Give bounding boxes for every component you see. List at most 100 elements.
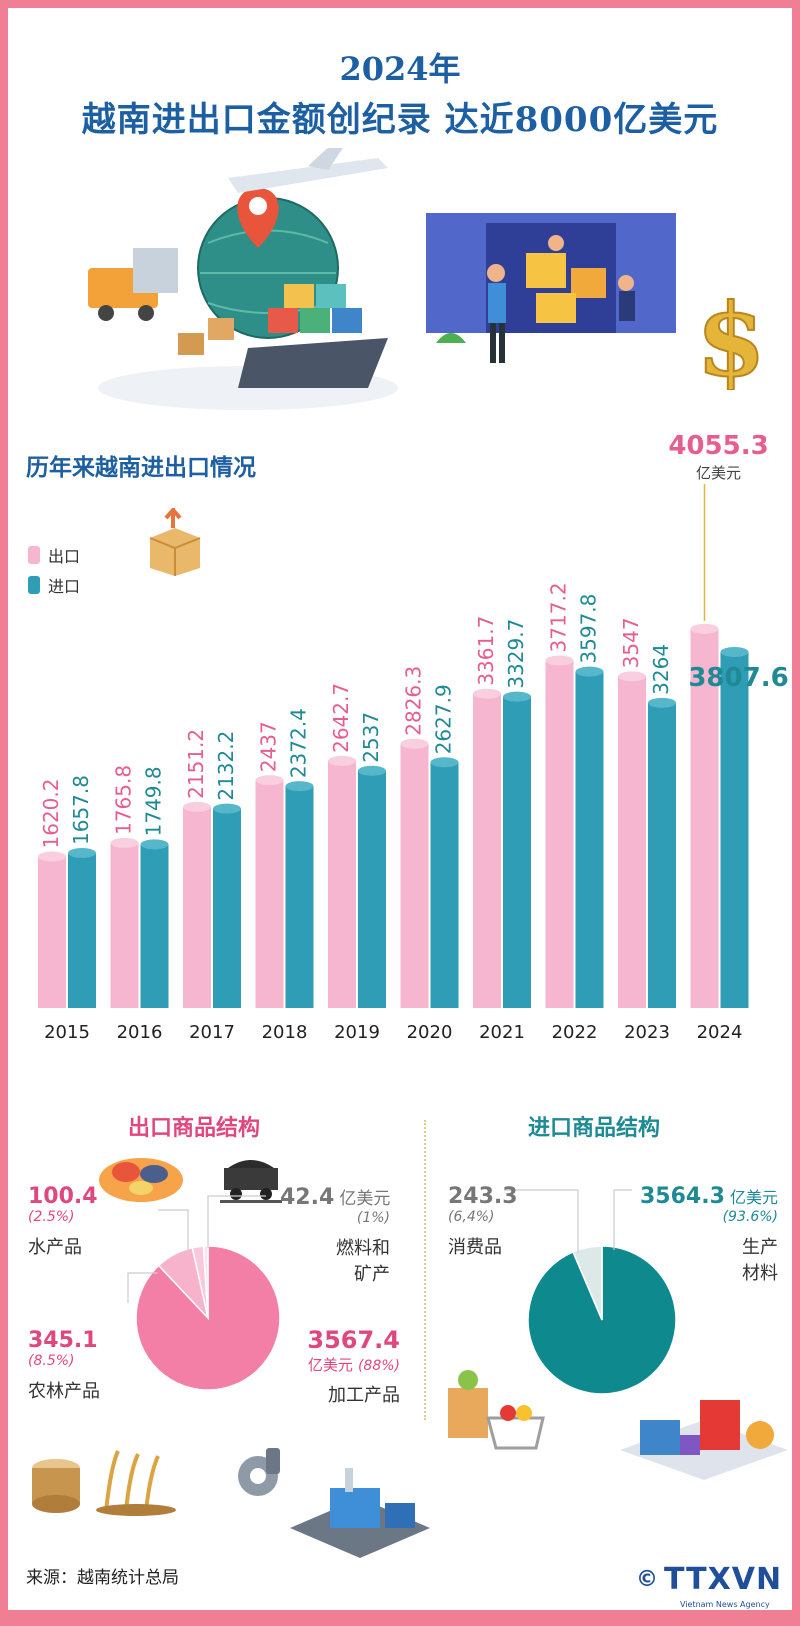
production-unit: 亿美元 bbox=[729, 1188, 778, 1207]
import-structure-title: 进口商品结构 bbox=[528, 1116, 661, 1141]
import-item-consumer: 243.3 (6,4%) 消费品 bbox=[448, 1184, 518, 1259]
fuel-value: 42.4 bbox=[280, 1185, 335, 1210]
export-item-seafood: 100.4 (2.5%) 水产品 bbox=[28, 1184, 98, 1259]
bar-cap-export-2021 bbox=[473, 688, 501, 699]
x-tick-label-2021: 2021 bbox=[479, 1022, 525, 1043]
logo-text: TTXVN bbox=[664, 1562, 783, 1597]
bar-export-2018 bbox=[255, 780, 284, 1008]
bar-export-2016 bbox=[110, 842, 139, 1008]
value-label-import-2023: 3264 bbox=[649, 644, 673, 695]
bar-cap-export-2022 bbox=[545, 655, 574, 666]
x-tick-label-2024: 2024 bbox=[697, 1022, 743, 1043]
legend-label-export: 出口 bbox=[48, 547, 81, 566]
value-label-export-2019: 2642.7 bbox=[329, 683, 353, 753]
svg-text:$: $ bbox=[696, 281, 766, 390]
bar-import-2022 bbox=[575, 671, 604, 1008]
legend: 出口 进口 bbox=[28, 540, 80, 600]
legend-swatch-export bbox=[28, 546, 40, 564]
x-tick-label-2019: 2019 bbox=[334, 1022, 380, 1043]
seafood-label: 水产品 bbox=[28, 1237, 82, 1258]
x-tick-label-2018: 2018 bbox=[262, 1022, 308, 1043]
value-label-export-2020: 2826.3 bbox=[402, 666, 426, 736]
bar-cap-import-2019 bbox=[358, 765, 386, 776]
logo-subtitle: Vietnam News Agency bbox=[680, 1600, 770, 1609]
bar-import-2017 bbox=[213, 808, 241, 1008]
consumer-label: 消费品 bbox=[448, 1237, 502, 1258]
bar-import-2023 bbox=[648, 702, 676, 1008]
x-tick-label-2023: 2023 bbox=[624, 1022, 670, 1043]
bar-cap-import-2021 bbox=[503, 691, 531, 702]
infographic-card: 2024年 越南进出口金额创纪录 达近8000亿美元 bbox=[8, 8, 792, 1610]
x-tick-label-2020: 2020 bbox=[407, 1022, 453, 1043]
value-label-export-2021: 3361.7 bbox=[474, 616, 498, 686]
bar-export-2021 bbox=[473, 693, 501, 1008]
wood-grain-icon bbox=[32, 1450, 176, 1516]
bar-import-2024 bbox=[720, 651, 749, 1008]
coal-cart-icon bbox=[220, 1160, 282, 1203]
brand-watermark: infographics.vn bbox=[14, 1588, 163, 1608]
value-label-export-2015: 1620.2 bbox=[39, 779, 63, 849]
value-label-import-2022: 3597.8 bbox=[577, 594, 601, 664]
processed-value: 3567.4 bbox=[307, 1326, 400, 1354]
processed-label: 加工产品 bbox=[328, 1385, 400, 1406]
logistics-illustration bbox=[88, 148, 398, 410]
value-label-import-2016: 1749.8 bbox=[142, 766, 166, 836]
production-pct: (93.6%) bbox=[722, 1209, 778, 1225]
leader-production bbox=[613, 1189, 632, 1250]
brand-text: infographics.vn bbox=[14, 1588, 163, 1608]
ttxvn-logo: © TTXVN bbox=[636, 1562, 782, 1597]
bar-cap-import-2016 bbox=[140, 839, 169, 850]
value-label-import-2024: 3807.6 bbox=[688, 663, 788, 693]
agri-label: 农林产品 bbox=[28, 1381, 100, 1402]
value-label-import-2017: 2132.2 bbox=[214, 731, 238, 801]
export-item-agri: 345.1 (8.5%) 农林产品 bbox=[28, 1328, 100, 1403]
import-pie-chart bbox=[504, 1189, 677, 1395]
gear-piston-icon bbox=[238, 1448, 280, 1496]
seafood-pct: (2.5%) bbox=[28, 1209, 75, 1225]
consumer-pct: (6,4%) bbox=[448, 1209, 495, 1225]
processed-unit: 亿美元 bbox=[307, 1356, 353, 1374]
value-label-export-2017: 2151.2 bbox=[184, 729, 208, 799]
leader-seafood bbox=[158, 1209, 189, 1253]
bar-export-2023 bbox=[618, 676, 646, 1008]
production-value: 3564.3 bbox=[639, 1184, 725, 1209]
value-label-import-2019: 2537 bbox=[359, 712, 383, 763]
x-tick-label-2015: 2015 bbox=[44, 1022, 90, 1043]
x-tick-label-2022: 2022 bbox=[552, 1022, 598, 1043]
bar-import-2016 bbox=[140, 844, 169, 1008]
page-title: 越南进出口金额创纪录 达近8000亿美元 bbox=[81, 100, 719, 140]
bar-cap-export-2017 bbox=[183, 801, 211, 812]
bar-cap-import-2015 bbox=[68, 847, 96, 858]
bar-cap-export-2024 bbox=[690, 623, 719, 634]
seafood-icon bbox=[99, 1158, 183, 1202]
bar-cap-import-2017 bbox=[213, 803, 241, 814]
legend-item-import: 进口 bbox=[28, 570, 80, 600]
title-year: 2024年 bbox=[339, 50, 461, 88]
bar-cap-import-2022 bbox=[575, 666, 604, 677]
processed-pct: (88%) bbox=[357, 1358, 400, 1374]
x-tick-label-2017: 2017 bbox=[189, 1022, 235, 1043]
source-note: 来源：越南统计总局 bbox=[26, 1568, 179, 1588]
bar-import-2018 bbox=[285, 786, 314, 1008]
import-item-production: 3564.3 亿美元 (93.6%) 生产 材料 bbox=[628, 1184, 778, 1285]
dollar-sign-icon: $ bbox=[696, 280, 766, 390]
leader-consumer bbox=[504, 1189, 579, 1253]
bar-cap-export-2019 bbox=[328, 755, 356, 766]
value-label-import-2015: 1657.8 bbox=[69, 775, 93, 845]
grocery-basket-icon bbox=[448, 1370, 545, 1450]
trade-bar-chart: 1620.2 1657.8 2015 1765.8 1749.8 2016 2151.2 21… bbox=[38, 431, 789, 1043]
bar-cap-export-2018 bbox=[255, 775, 284, 786]
textile-machine-illustration bbox=[620, 1400, 788, 1480]
bar-import-2020 bbox=[430, 762, 459, 1008]
legend-label-import: 进口 bbox=[48, 577, 81, 596]
legend-swatch-import bbox=[28, 576, 40, 594]
warehouse-workers-illustration bbox=[426, 213, 676, 363]
fuel-label-2: 矿产 bbox=[354, 1264, 390, 1285]
value-label-import-2020: 2627.9 bbox=[432, 684, 456, 754]
leader-fuel bbox=[207, 1195, 266, 1248]
bar-export-2019 bbox=[328, 760, 356, 1008]
bar-cap-import-2018 bbox=[285, 781, 314, 792]
bar-cap-export-2016 bbox=[110, 837, 139, 848]
value-label-export-2016: 1765.8 bbox=[112, 765, 136, 835]
agri-value: 345.1 bbox=[28, 1328, 98, 1353]
